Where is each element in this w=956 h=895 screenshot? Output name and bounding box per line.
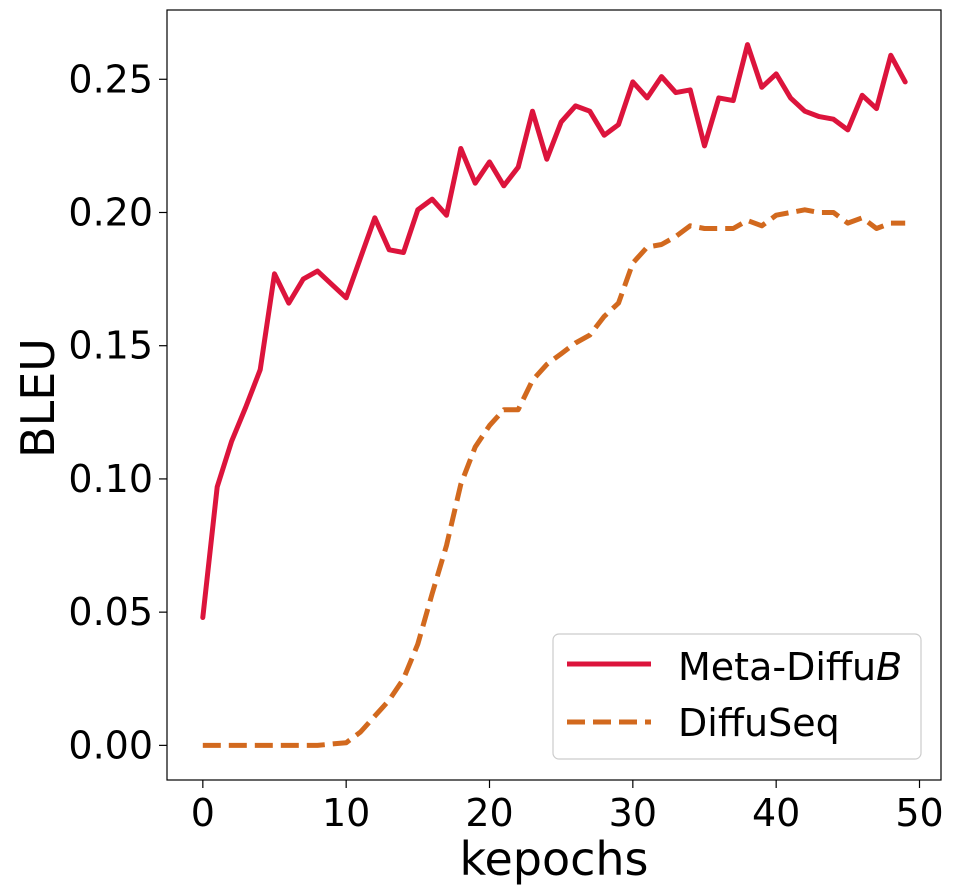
y-tick-label: 0.20 [68, 190, 153, 234]
y-tick-label: 0.05 [68, 590, 153, 634]
axis-ticks [159, 78, 921, 788]
x-tick-label: 50 [895, 791, 943, 835]
legend-label-diffuseq: DiffuSeq [678, 701, 840, 745]
x-tick-label: 20 [465, 791, 513, 835]
x-tick-label: 0 [191, 791, 215, 835]
plot-frame [166, 9, 942, 781]
x-tick-label: 40 [752, 791, 800, 835]
y-tick-label: 0.00 [68, 723, 153, 767]
x-tick-label: 30 [609, 791, 657, 835]
x-tick-labels: 0 10 20 30 40 50 [191, 791, 944, 835]
x-tick-label: 10 [322, 791, 370, 835]
x-axis-title: kepochs [459, 832, 648, 886]
y-tick-label: 0.25 [68, 57, 153, 101]
series-line-meta-diffub [200, 42, 908, 620]
series-line-diffuseq [202, 207, 906, 748]
y-tick-label: 0.10 [68, 457, 153, 501]
legend-label-meta-diffub: Meta-DiffuB [678, 645, 902, 689]
y-axis-title: BLEU [11, 338, 65, 458]
y-tick-label: 0.15 [68, 324, 153, 368]
legend: Meta-DiffuB DiffuSeq [552, 633, 922, 760]
y-tick-labels: 0.00 0.05 0.10 0.15 0.20 0.25 [68, 57, 153, 767]
series-layer [200, 42, 908, 748]
